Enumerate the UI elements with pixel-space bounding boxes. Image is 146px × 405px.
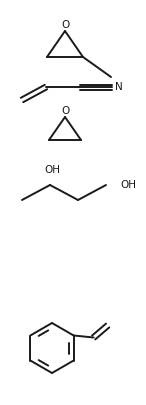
Text: OH: OH [120, 180, 136, 190]
Text: O: O [61, 20, 69, 30]
Text: O: O [61, 106, 69, 116]
Text: N: N [115, 82, 123, 92]
Text: OH: OH [44, 165, 60, 175]
